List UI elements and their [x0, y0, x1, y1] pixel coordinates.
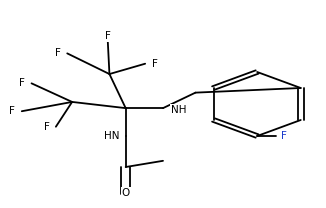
- Text: F: F: [9, 106, 15, 116]
- Text: O: O: [122, 188, 130, 198]
- Text: F: F: [43, 122, 49, 132]
- Text: F: F: [105, 31, 111, 41]
- Text: F: F: [152, 59, 157, 69]
- Text: F: F: [281, 131, 287, 141]
- Text: NH: NH: [171, 105, 186, 115]
- Text: HN: HN: [104, 131, 119, 141]
- Text: F: F: [19, 78, 25, 88]
- Text: F: F: [55, 48, 61, 58]
